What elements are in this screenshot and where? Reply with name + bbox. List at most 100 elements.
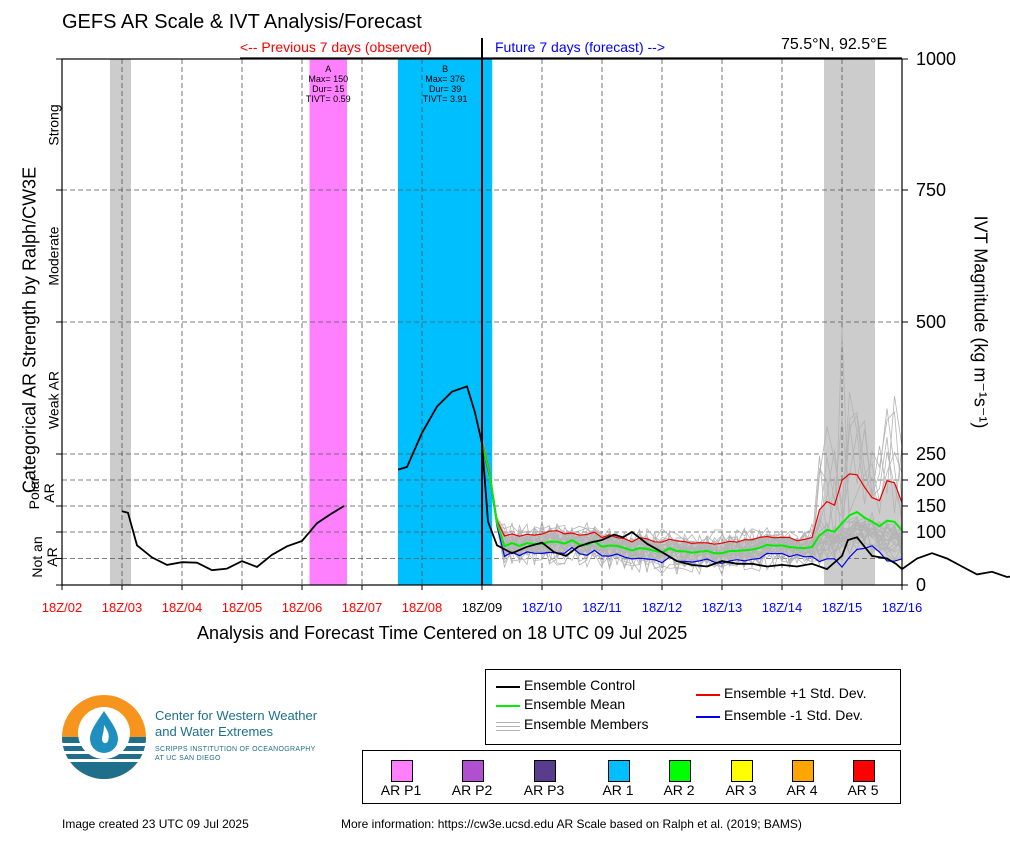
member-line-20 [481, 395, 903, 572]
x-tick-label-0: 18Z/02 [42, 600, 82, 615]
category-not-an-ar: Not an AR [29, 536, 60, 578]
x-tick-label-5: 18Z/07 [342, 600, 382, 615]
y-tick-label-0: 0 [916, 575, 926, 595]
members-legend-line-2 [496, 726, 520, 727]
member-line-25 [481, 414, 903, 563]
axes-layer [56, 38, 908, 590]
x-tick-label-1: 18Z/03 [102, 600, 142, 615]
logo-name-line-1: Center for Western Weather [155, 708, 318, 723]
y-tick-label-150: 150 [916, 496, 946, 516]
previous-days-label: <-- Previous 7 days (observed) [240, 39, 432, 55]
legend-members: Ensemble Members [524, 716, 649, 732]
control-line-past [121, 505, 345, 572]
label-ar-p2: AR P2 [451, 782, 493, 798]
x-tick-label-7: 18Z/09 [462, 600, 502, 615]
control-legend-line [496, 686, 520, 688]
x-tick-labels: 18Z/02 18Z/03 18Z/04 18Z/05 18Z/06 18Z/07 18Z/… [42, 600, 922, 615]
x-tick-label-4: 18Z/06 [282, 600, 322, 615]
event-band-B [398, 59, 493, 585]
category-weak-ar: Weak AR [45, 370, 62, 430]
y-tick-label-750: 750 [916, 180, 946, 200]
footer-more-info: More information: https://cw3e.ucsd.edu … [341, 817, 802, 831]
member-line-26 [481, 441, 903, 559]
swatch-ar-p1 [391, 760, 413, 782]
location-label: 75.5°N, 92.5°E [781, 36, 888, 53]
label-ar-2: AR 2 [663, 782, 695, 798]
legend-control: Ensemble Control [524, 677, 636, 693]
event-A-text-3: TIVT= 0.59 [306, 94, 351, 104]
x-tick-label-10: 18Z/12 [642, 600, 682, 615]
category-strong: Strong [45, 104, 62, 146]
y-tick-label-100: 100 [916, 522, 946, 542]
legend-plus-std: Ensemble +1 Std. Dev. [724, 685, 867, 701]
series-layer [121, 385, 1010, 578]
series-legend: Ensemble Control Ensemble Mean Ensemble … [485, 669, 901, 745]
swatch-ar-3 [731, 760, 753, 782]
right-axis-title: IVT Magnitude (kg m⁻¹s⁻¹) [970, 215, 991, 429]
label-ar-p3: AR P3 [523, 782, 565, 798]
x-tick-label-3: 18Z/05 [222, 600, 262, 615]
event-A-text-1: Max= 150 [308, 74, 348, 84]
member-line-22 [481, 444, 903, 560]
swatch-ar-p2 [462, 760, 484, 782]
future-days-label: Future 7 days (forecast) --> [495, 39, 666, 55]
x-tick-label-11: 18Z/13 [702, 600, 742, 615]
minus-std-line [481, 446, 903, 568]
chart-title: GEFS AR Scale & IVT Analysis/Forecast [62, 11, 422, 33]
y-tick-label-200: 200 [916, 470, 946, 490]
legend-minus-std: Ensemble -1 Std. Dev. [724, 707, 864, 723]
left-axis-title: Categorical AR Strength by Ralph/CW3E [19, 166, 40, 494]
minus-std-legend-line [696, 716, 720, 718]
swatch-ar-2 [669, 760, 691, 782]
label-ar-4: AR 4 [786, 782, 818, 798]
x-tick-label-2: 18Z/04 [162, 600, 202, 615]
label-ar-1: AR 1 [602, 782, 634, 798]
members-layer [481, 327, 903, 577]
control-line-future [481, 443, 1010, 578]
cw3e-logo-icon [62, 695, 146, 779]
legend-mean: Ensemble Mean [524, 696, 626, 712]
y-tick-label-250: 250 [916, 444, 946, 464]
footer-created: Image created 23 UTC 09 Jul 2025 [62, 817, 249, 831]
member-line-6 [481, 447, 903, 567]
x-axis-title: Analysis and Forecast Time Centered on 1… [197, 623, 688, 643]
y-tick-label-1000: 1000 [916, 49, 956, 69]
mean-line [481, 443, 903, 555]
label-ar-p1: AR P1 [380, 782, 422, 798]
category-moderate: Moderate [45, 226, 62, 286]
x-tick-label-6: 18Z/08 [402, 600, 442, 615]
swatch-ar-1 [608, 760, 630, 782]
event-A-text-0: A [325, 64, 331, 74]
members-legend-line-3 [496, 730, 520, 731]
event-B-text-1: Max= 376 [425, 74, 465, 84]
label-ar-3: AR 3 [725, 782, 757, 798]
event-B-text-0: B [442, 64, 448, 74]
swatch-ar-5 [853, 760, 875, 782]
logo-name-line-2: and Water Extremes [155, 724, 274, 739]
category-polar-ar: Polar AR [26, 476, 57, 510]
logo-subtitle: SCRIPPS INSTITUTION OF OCEANOGRAPHY AT U… [155, 745, 316, 763]
x-tick-label-8: 18Z/10 [522, 600, 562, 615]
x-tick-label-14: 18Z/16 [882, 600, 922, 615]
y-tick-labels: 0 100 150 200 250 500 750 1000 [916, 49, 956, 595]
logo-sub-line-1: SCRIPPS INSTITUTION OF OCEANOGRAPHY [155, 746, 316, 753]
x-tick-label-9: 18Z/11 [582, 600, 622, 615]
logo-name: Center for Western Weather and Water Ext… [155, 708, 317, 740]
member-line-16 [481, 441, 903, 570]
x-tick-label-12: 18Z/14 [762, 600, 802, 615]
x-tick-label-13: 18Z/15 [822, 600, 862, 615]
control-line-event-b [397, 385, 483, 471]
plus-std-legend-line [696, 694, 720, 696]
event-A-text-2: Dur= 15 [312, 84, 344, 94]
y-tick-label-500: 500 [916, 312, 946, 332]
members-legend-line-1 [496, 722, 520, 723]
swatch-ar-4 [792, 760, 814, 782]
swatch-ar-p3 [534, 760, 556, 782]
event-B-text-3: TIVT= 3.91 [423, 94, 468, 104]
logo-sub-line-2: AT UC SAN DIEGO [155, 755, 221, 762]
plus-std-line [481, 440, 903, 545]
mean-legend-line [496, 705, 520, 707]
ar-scale-legend: AR P1 AR P2 AR P3 AR 1 AR 2 AR 3 AR 4 AR… [362, 750, 901, 804]
